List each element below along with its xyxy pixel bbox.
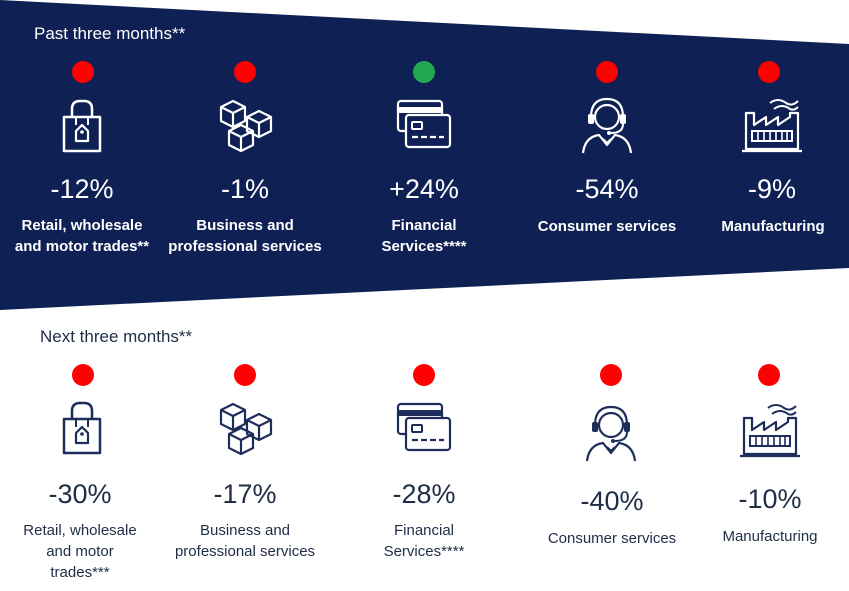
sector-label: Consumer services <box>537 218 677 235</box>
sector-label: Manufacturing <box>722 528 818 545</box>
percentage-value: -40% <box>580 486 644 516</box>
sector-label: Retail, wholesale and motor trades** <box>14 217 150 255</box>
past-banner-background <box>0 0 849 310</box>
boxes-icon <box>219 402 273 456</box>
status-dot <box>758 364 780 386</box>
percentage-value: -12% <box>50 174 114 204</box>
factory-icon <box>742 99 802 153</box>
status-dot <box>413 364 435 386</box>
percentage-value: -28% <box>392 479 456 509</box>
status-dot <box>413 61 435 83</box>
status-dot <box>234 364 256 386</box>
status-dot <box>72 364 94 386</box>
status-dot <box>234 61 256 83</box>
percentage-value: -30% <box>48 479 112 509</box>
percentage-value: -17% <box>213 479 277 509</box>
sector-label: Retail, wholesale and motor trades*** <box>23 522 137 581</box>
shopping-bag-icon <box>62 401 102 455</box>
boxes-icon <box>219 99 273 153</box>
headset-agent-icon <box>581 97 633 154</box>
headset-agent-icon <box>585 405 637 462</box>
percentage-value: -10% <box>738 484 802 514</box>
status-dot <box>758 61 780 83</box>
credit-cards-icon <box>396 99 452 149</box>
sector-label: Consumer services <box>547 530 677 547</box>
status-dot <box>72 61 94 83</box>
factory-icon <box>740 404 800 458</box>
sector-label: Manufacturing <box>721 218 825 235</box>
percentage-value: -9% <box>747 174 796 204</box>
percentage-value: -1% <box>220 174 269 204</box>
sector-label: Financial Services**** <box>381 217 467 255</box>
status-dot <box>600 364 622 386</box>
sector-label: Business and professional services <box>168 217 322 255</box>
status-dot <box>596 61 618 83</box>
percentage-value: -54% <box>575 174 639 204</box>
next-section-title: Next three months** <box>40 327 193 346</box>
credit-cards-icon <box>396 402 452 452</box>
past-section-title: Past three months** <box>34 24 186 43</box>
sector-label: Business and professional services <box>174 522 316 560</box>
shopping-bag-icon <box>62 99 102 153</box>
sector-label: Financial Services**** <box>383 522 465 560</box>
percentage-value: +24% <box>389 174 459 204</box>
